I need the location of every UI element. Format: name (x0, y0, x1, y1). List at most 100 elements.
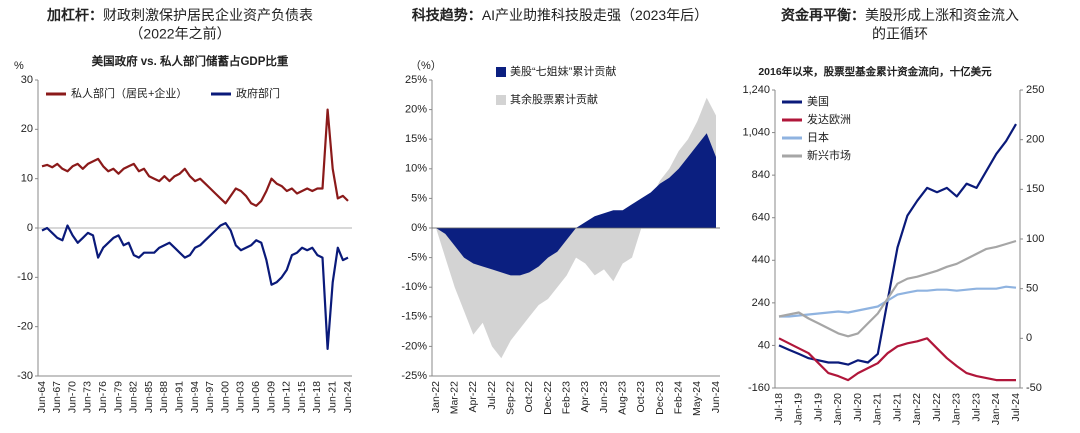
x-tick-label: Jul-21 (891, 393, 903, 422)
chart-title: 美国政府 vs. 私人部门储蓄占GDP比重 (92, 54, 289, 68)
heading: 资金再平衡： (781, 7, 865, 23)
x-tick-label: Jan-21 (872, 393, 884, 425)
x-tick-label: Dec-22 (542, 381, 554, 415)
y2-tick-label: 0 (1026, 332, 1032, 344)
x-tick-label: Jan-22 (430, 381, 442, 413)
x-tick-label: Jul-24 (1010, 393, 1022, 422)
y-tick-label: 15% (405, 133, 427, 145)
x-tick-label: Jun-97 (204, 381, 216, 413)
headline: 科技趋势：AI产业助推科技股走强（2023年后） (412, 7, 708, 23)
legend-swatch (496, 95, 506, 105)
x-tick-label: Jan-20 (832, 393, 844, 425)
y-tick-label: 1,240 (742, 84, 770, 96)
y-tick-label: 25% (405, 74, 427, 86)
x-tick-label: Jun-82 (128, 381, 140, 413)
x-tick-label: Jul-19 (812, 393, 824, 422)
y-tick-label: 20% (405, 104, 427, 116)
legend-label: 发达欧洲 (807, 112, 851, 126)
x-tick-label: Feb-24 (672, 381, 684, 414)
x-tick-label: Apr-22 (467, 381, 479, 413)
series-line (41, 108, 349, 207)
y-axis-label: % (14, 60, 24, 72)
y-tick-label: 1,040 (742, 126, 770, 138)
x-tick-label: Jun-24 (710, 381, 722, 413)
x-tick-label: Jun-91 (173, 381, 185, 413)
x-tick-label: Oct-23 (635, 381, 647, 413)
x-tick-label: Jun-79 (112, 381, 124, 413)
y-axis-label: （%） (410, 59, 442, 72)
x-tick-label: Jun-70 (66, 381, 78, 413)
headline-line: AI产业助推科技股走强（2023年后） (482, 7, 708, 23)
y-tick-label: 10% (405, 163, 427, 175)
y2-tick-label: 200 (1026, 134, 1044, 146)
series-line (778, 239, 1017, 338)
x-tick-label: Jun-06 (250, 381, 262, 413)
x-tick-label: Jul-22 (486, 381, 498, 410)
y-tick-label: 440 (752, 254, 770, 266)
x-tick-label: Jul-22 (931, 393, 943, 422)
y2-tick-label: 250 (1026, 84, 1044, 96)
x-tick-label: Jul-20 (852, 393, 864, 422)
x-tick-label: Jun-85 (143, 381, 155, 413)
y-tick-label: -160 (748, 382, 770, 394)
headline: 加杠杆：财政刺激保护居民企业资产负债表 (46, 7, 313, 23)
x-tick-label: Jan-24 (990, 393, 1002, 425)
x-tick-label: May-24 (691, 381, 703, 416)
legend-label: 日本 (807, 130, 829, 144)
x-tick-label: Jun-09 (265, 381, 277, 413)
series-line (778, 123, 1017, 366)
y2-tick-label: 100 (1026, 233, 1044, 245)
x-tick-label: Jun-24 (342, 381, 354, 413)
x-tick-label: Apr-23 (579, 381, 591, 413)
legend-label: 其余股票累计贡献 (510, 92, 598, 106)
x-tick-label: Jun-12 (281, 381, 293, 413)
y-tick-label: 840 (752, 169, 770, 181)
x-tick-label: Jun-21 (326, 381, 338, 413)
headline: 资金再平衡：美股形成上涨和资金流入 (781, 7, 1019, 23)
x-tick-label: Jun-00 (219, 381, 231, 413)
y-tick-label: -30 (17, 370, 33, 382)
x-tick-label: Mar-22 (448, 381, 460, 414)
y-tick-label: -15% (401, 311, 427, 323)
series-line (778, 337, 1016, 382)
x-tick-label: Jun-15 (296, 381, 308, 413)
series-line (41, 222, 349, 350)
legend-label: 美国 (807, 95, 829, 108)
y2-tick-label: -50 (1026, 382, 1042, 394)
headline-line: 的正循环 (872, 26, 928, 42)
y-tick-label: 640 (752, 212, 770, 224)
y-tick-label: -5% (407, 252, 427, 264)
x-tick-label: Jun-94 (189, 381, 201, 413)
x-tick-label: Oct-22 (523, 381, 535, 413)
headline-line: （2022年之前） (129, 26, 230, 42)
x-tick-label: Aug-23 (616, 381, 628, 415)
y-tick-label: -25% (401, 370, 427, 382)
x-tick-label: Jun-18 (311, 381, 323, 413)
x-tick-label: Jun-23 (598, 381, 610, 413)
heading: 加杠杆： (46, 7, 103, 23)
x-tick-label: Jan-23 (951, 393, 963, 425)
y-tick-label: -20 (17, 321, 33, 333)
x-tick-label: Jun-03 (235, 381, 247, 413)
x-tick-label: Jun-64 (36, 381, 48, 413)
x-tick-label: Feb-23 (560, 381, 572, 414)
headline-line: 财政刺激保护居民企业资产负债表 (103, 7, 313, 23)
x-tick-label: Jun-73 (82, 381, 94, 413)
y-tick-label: 240 (752, 297, 770, 309)
y-tick-label: 0 (27, 222, 33, 234)
x-tick-label: Dec-23 (654, 381, 666, 415)
y-tick-label: 0% (411, 222, 427, 234)
chart-title: 2016年以来，股票型基金累计资金流向，十亿美元 (758, 65, 992, 78)
x-tick-label: Jun-88 (158, 381, 170, 413)
x-tick-label: Jan-19 (793, 393, 805, 425)
series-line (779, 285, 1017, 318)
y2-tick-label: 50 (1026, 283, 1038, 295)
x-tick-label: Jan-22 (911, 393, 923, 425)
y-tick-label: -20% (401, 340, 427, 352)
y-tick-label: -10% (401, 281, 427, 293)
y-tick-label: 10 (21, 173, 33, 185)
series-area (436, 133, 716, 276)
y-tick-label: 40 (758, 339, 770, 351)
x-tick-label: Jul-18 (773, 393, 785, 422)
y2-tick-label: 150 (1026, 183, 1044, 195)
